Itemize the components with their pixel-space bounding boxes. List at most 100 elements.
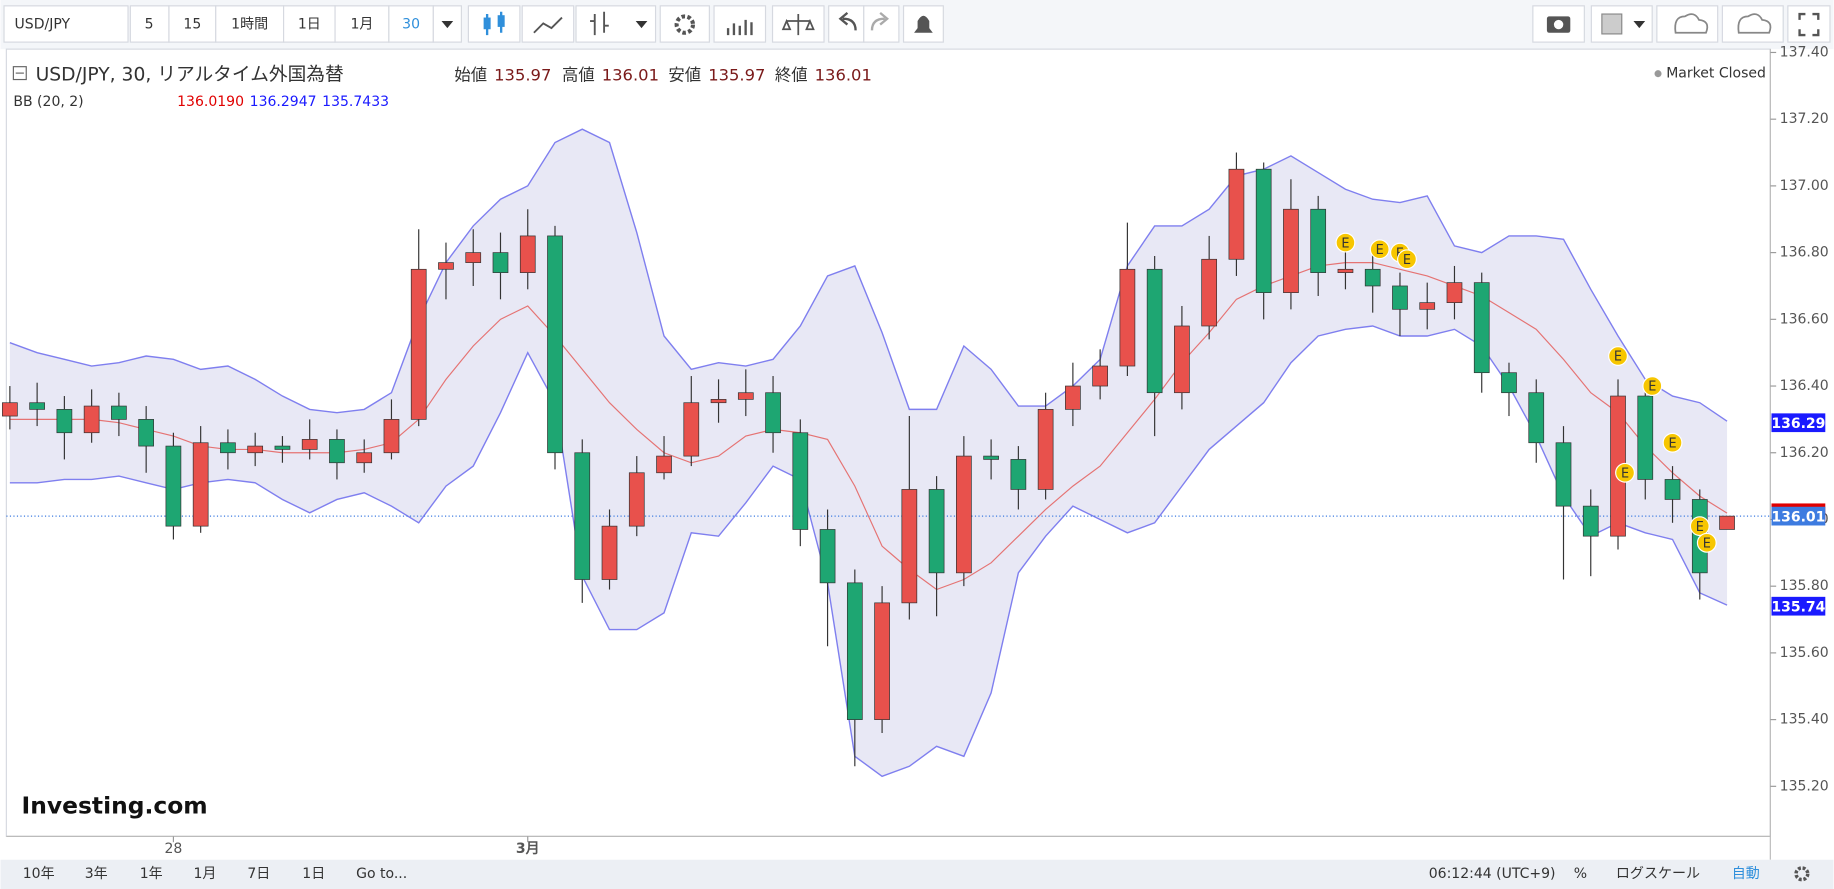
band-upper — [9, 128, 1728, 422]
candle-body — [383, 419, 400, 454]
event-marker — [1696, 532, 1717, 553]
save-button[interactable] — [1721, 5, 1784, 43]
candle-type-button[interactable] — [467, 5, 521, 43]
x-tick-label: 3月 — [516, 841, 540, 857]
candle-body — [1719, 515, 1735, 530]
interval-label: 1月 — [350, 17, 373, 33]
candle-body — [628, 472, 645, 527]
candle-body — [1228, 168, 1245, 260]
candle-body — [547, 235, 563, 454]
goto-button[interactable]: Go to... — [356, 866, 407, 882]
y-tick-label: 135.80 — [1780, 578, 1829, 594]
y-tick-label: 135.60 — [1780, 645, 1829, 661]
interval-button[interactable] — [129, 5, 170, 43]
event-label: E — [1696, 520, 1704, 535]
dropdown-arrow — [635, 21, 648, 29]
range-button[interactable]: 1年 — [140, 866, 163, 882]
candle-body — [1255, 168, 1272, 293]
candle-body — [111, 405, 127, 420]
candle-body — [1473, 282, 1490, 374]
icon — [914, 15, 933, 33]
legend-label: 始値 — [454, 66, 487, 85]
event-marker — [1662, 432, 1683, 453]
candle-body — [138, 419, 154, 447]
candle-body — [1664, 479, 1681, 500]
dropdown-arrow — [1633, 21, 1646, 29]
candle-body — [1582, 505, 1599, 537]
settings-icon[interactable] — [1794, 866, 1810, 882]
studies-button[interactable] — [713, 5, 767, 43]
auto-toggle[interactable]: 自動 — [1732, 866, 1760, 882]
range-button[interactable]: 1日 — [302, 866, 325, 882]
band-middle — [9, 262, 1728, 591]
event-label: E — [1703, 536, 1711, 551]
market-status: Market Closed — [1666, 66, 1766, 82]
event-marker — [1642, 376, 1663, 396]
settings-button[interactable] — [659, 5, 710, 43]
y-tick-label: 136.20 — [1780, 445, 1829, 461]
interval-button[interactable] — [168, 5, 217, 43]
icon — [674, 14, 696, 35]
range-button[interactable]: 1月 — [194, 866, 217, 882]
candle-body — [983, 455, 999, 460]
range-button[interactable]: 10年 — [23, 866, 55, 882]
event-marker — [1615, 462, 1635, 483]
candle-body — [1174, 325, 1190, 394]
icon — [483, 17, 491, 30]
candle-body — [192, 442, 209, 527]
candle-body — [656, 455, 672, 474]
line-type-button[interactable] — [521, 5, 575, 43]
event-marker — [1397, 249, 1417, 270]
range-button[interactable]: 7日 — [247, 866, 270, 882]
interval-label: 5 — [145, 17, 154, 33]
fullscreen-button[interactable] — [1787, 5, 1831, 43]
load-button[interactable] — [1656, 5, 1719, 43]
clock: 06:12:44 (UTC+9) — [1429, 866, 1556, 882]
range-buttons: 10年 3年 1年 1月 7日 1日 Go to... 06:12:44 (UT… — [23, 866, 1810, 882]
log-toggle[interactable]: ログスケール — [1616, 866, 1700, 882]
interval-label: 1日 — [298, 17, 321, 33]
tool-buttons — [467, 5, 1831, 43]
legend-value: 135.97 — [708, 66, 765, 85]
event-label: E — [1668, 436, 1676, 451]
y-tick-label: 136.80 — [1780, 245, 1829, 261]
icon — [838, 11, 857, 31]
y-tick-label: 137.40 — [1780, 44, 1829, 60]
candle-body — [1337, 268, 1354, 273]
candle-body — [956, 455, 972, 574]
indicator-reading: 136.0190 — [177, 94, 244, 110]
price-tag-label: 136.01 — [1771, 509, 1825, 525]
chart-title: USD/JPY, 30, リアルタイム外国為替 — [36, 64, 344, 85]
icon — [1553, 19, 1564, 30]
candle-body — [874, 602, 890, 720]
y-tick-label: 137.00 — [1780, 178, 1829, 194]
price-tag-label: 136.29 — [1771, 416, 1825, 432]
legend-value: 135.97 — [494, 66, 551, 85]
candle-body — [1446, 282, 1463, 303]
range-button[interactable]: 3年 — [85, 866, 108, 882]
candle-body — [410, 268, 427, 420]
candle-body — [928, 489, 945, 574]
candle-body — [2, 402, 18, 417]
candle-body — [846, 582, 863, 720]
candle-body — [574, 452, 591, 580]
event-label: E — [1648, 380, 1656, 395]
candle-body — [792, 432, 809, 530]
percent-toggle[interactable]: % — [1574, 866, 1587, 882]
interval-button[interactable] — [334, 5, 390, 43]
price-tag — [1771, 413, 1826, 433]
interval-button[interactable] — [215, 5, 285, 43]
event-marker — [1608, 346, 1628, 366]
candle-body — [56, 409, 73, 434]
icon — [1737, 13, 1772, 34]
icon — [1674, 13, 1709, 34]
candle-body — [165, 445, 182, 527]
y-tick-label: 136.40 — [1780, 378, 1829, 394]
event-marker — [1689, 516, 1710, 537]
candle-body — [356, 452, 373, 464]
symbol-box[interactable] — [3, 5, 129, 43]
interval-button[interactable] — [283, 5, 336, 43]
icon — [1798, 12, 1820, 37]
candle-body — [683, 402, 700, 457]
